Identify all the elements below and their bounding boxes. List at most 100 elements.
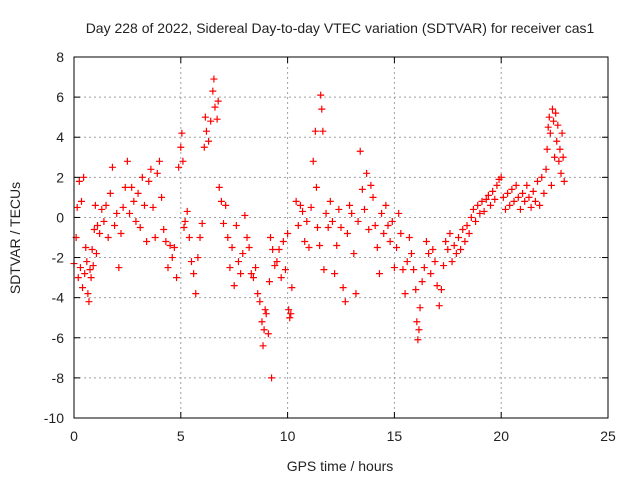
grid [74,57,608,418]
data-point [175,163,183,171]
data-point [474,201,482,209]
data-point [367,181,375,189]
data-point [531,197,539,205]
data-point [497,173,505,181]
x-tick-label: 0 [70,428,78,444]
data-point [514,193,522,201]
data-point [435,302,443,310]
data-point [442,238,450,246]
data-point [373,244,381,252]
data-point [508,185,516,193]
data-point [386,238,394,246]
data-point [287,310,295,318]
data-point [90,225,98,233]
data-point [309,157,317,165]
data-point [168,254,176,262]
data-point [331,270,339,278]
data-point [425,250,433,258]
data-point [183,207,191,215]
plot-frame [73,56,609,419]
y-tick-label: -8 [52,370,65,386]
data-point [262,310,270,318]
data-point [89,262,97,270]
data-point [81,270,89,278]
data-point [108,163,116,171]
data-point [399,266,407,274]
data-point [457,246,465,254]
data-point [226,264,234,272]
data-point [128,183,136,191]
data-point [138,173,146,181]
data-point [454,234,462,241]
data-point [360,205,368,213]
data-point [527,203,535,211]
data-point [307,203,315,211]
data-point [222,201,230,209]
chart-title: Day 228 of 2022, Sidereal Day-to-day VTE… [86,20,595,36]
data-point [465,229,473,237]
data-point [192,290,200,298]
data-point [217,197,225,205]
data-point [534,177,542,185]
data-point [516,205,524,213]
data-point [365,225,373,233]
data-point [243,234,251,241]
data-series-sdtvar [70,75,568,382]
data-point [80,173,88,181]
data-point [416,304,424,312]
y-axis-label: SDTVAR / TECUs [7,182,23,294]
data-point [210,75,218,83]
data-point [346,201,354,209]
data-point [506,201,514,209]
data-point [437,286,445,294]
data-point [247,270,255,278]
data-point [147,165,155,173]
data-point [414,336,422,344]
data-point [179,157,187,165]
data-point [160,225,168,233]
data-point [493,181,501,189]
data-point [560,177,568,185]
data-point [158,193,166,201]
data-point [378,209,386,217]
data-point [328,217,336,225]
data-point [82,244,90,252]
data-point [93,221,101,229]
data-point [198,219,206,227]
data-point [170,244,178,252]
data-point [472,217,480,225]
data-point [326,197,334,205]
data-point [314,223,322,231]
data-point [538,173,546,181]
data-point [83,258,91,266]
data-point [100,217,108,225]
y-tick-label: 0 [56,209,64,225]
data-point [73,203,81,211]
data-point [380,229,388,237]
data-point [337,223,345,231]
data-point [525,193,533,201]
data-point [230,282,238,290]
data-point [201,113,209,121]
data-point [558,129,566,137]
data-point [552,109,560,117]
data-point [187,258,195,266]
data-point [547,181,555,189]
data-point [339,284,347,292]
data-point [214,97,222,105]
data-point [178,129,186,137]
data-point [75,177,83,185]
data-point [440,262,448,270]
data-point [252,264,260,272]
data-point [234,258,242,266]
data-point [431,258,439,266]
data-point [415,326,423,334]
data-point [117,229,125,237]
data-point [550,117,558,125]
data-point [551,153,559,161]
data-point [181,217,189,225]
data-point [499,193,507,201]
data-point [132,217,140,225]
data-point [85,298,93,306]
